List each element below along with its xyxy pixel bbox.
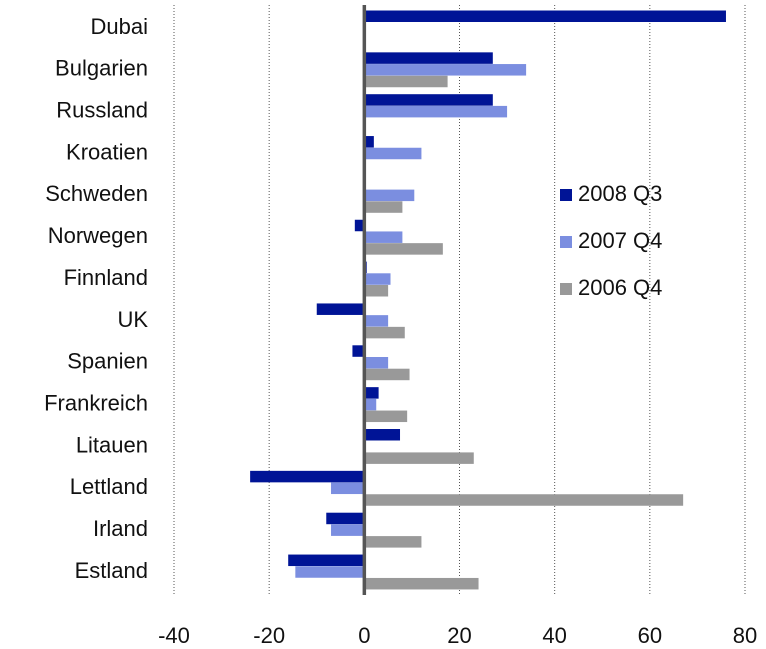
bar (364, 52, 493, 64)
x-tick-label: 20 (447, 623, 471, 648)
bar (354, 219, 365, 232)
bar (364, 94, 493, 106)
bar (364, 201, 403, 213)
legend-label: 2007 Q4 (578, 228, 662, 253)
y-tick-label: Litauen (76, 432, 148, 457)
bar (364, 326, 405, 339)
bar (364, 536, 422, 548)
bar (364, 285, 389, 297)
x-tick-label: 60 (638, 623, 662, 648)
bar (364, 64, 527, 76)
bar (331, 482, 365, 495)
x-tick-label: 40 (542, 623, 566, 648)
y-tick-label: Dubai (91, 14, 148, 39)
y-tick-label: Schweden (45, 181, 148, 206)
legend-swatch (560, 189, 572, 201)
bar (326, 512, 365, 525)
x-tick-label: -20 (253, 623, 285, 648)
y-tick-label: Frankreich (44, 390, 148, 415)
bar (364, 387, 379, 399)
bar (364, 105, 508, 118)
x-tick-label: 80 (733, 623, 757, 648)
bar (364, 410, 408, 423)
bar (364, 577, 479, 590)
bar (364, 315, 389, 327)
bar (364, 357, 389, 369)
x-tick-label: -40 (158, 623, 190, 648)
bar (364, 75, 448, 88)
y-tick-label: Kroatien (66, 139, 148, 164)
y-tick-label: Finnland (64, 265, 148, 290)
bar (331, 524, 365, 536)
y-tick-label: UK (117, 307, 148, 332)
bar (316, 303, 365, 315)
bar (352, 345, 365, 357)
bar (364, 273, 391, 285)
legend-swatch (560, 283, 572, 295)
y-tick-label: Russland (56, 98, 148, 123)
y-tick-label: Norwegen (48, 223, 148, 248)
bar (364, 494, 684, 506)
bar (295, 566, 365, 578)
bar (364, 189, 415, 202)
bar (364, 429, 401, 441)
bar (250, 470, 365, 483)
bar (364, 368, 410, 381)
bar (364, 136, 374, 148)
bar (364, 243, 443, 255)
bar (364, 231, 403, 243)
bar (364, 147, 422, 160)
bar (364, 452, 474, 464)
y-tick-label: Irland (93, 516, 148, 541)
y-tick-label: Lettland (70, 474, 148, 499)
legend-label: 2006 Q4 (578, 275, 662, 300)
bar (288, 554, 365, 567)
legend-label: 2008 Q3 (578, 181, 662, 206)
y-tick-label: Bulgarien (55, 56, 148, 81)
y-tick-label: Spanien (67, 349, 148, 374)
bar (364, 398, 377, 411)
legend-swatch (560, 236, 572, 248)
y-tick-label: Estland (75, 558, 148, 583)
bar (364, 10, 726, 22)
x-tick-label: 0 (358, 623, 370, 648)
